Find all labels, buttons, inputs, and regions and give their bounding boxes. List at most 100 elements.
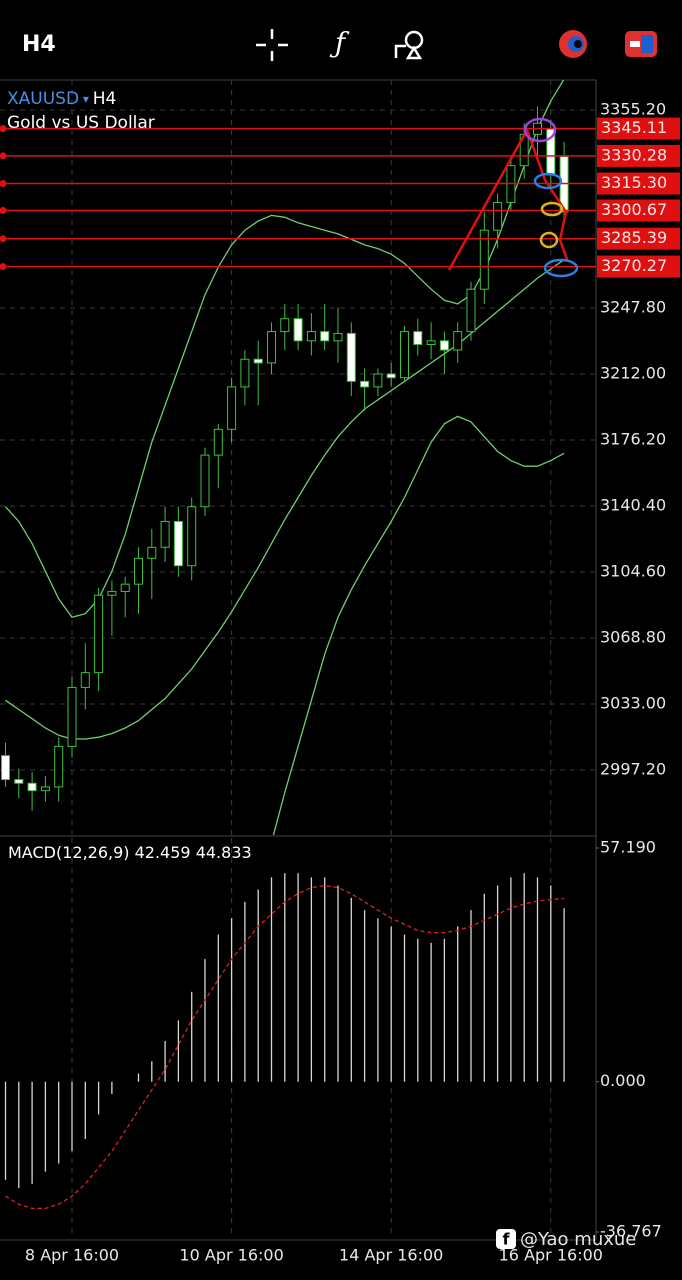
level-handle <box>0 263 7 271</box>
symbol-timeframe: H4 <box>93 89 117 109</box>
candle-body <box>200 454 210 508</box>
level-label: 3315.30 <box>601 173 667 192</box>
candle-body <box>240 358 250 388</box>
symbol-header[interactable]: XAUUSD ▾ H4 <box>7 89 116 109</box>
signal-line <box>5 884 565 1210</box>
main-plot <box>0 80 596 835</box>
account-icon[interactable] <box>559 30 587 58</box>
timeframe-button[interactable]: H4 <box>22 32 56 57</box>
candle-body <box>227 386 237 430</box>
annotations <box>447 117 579 278</box>
y-tick-label: 3247.80 <box>600 297 666 316</box>
candle-body <box>253 358 263 364</box>
candle-body <box>134 557 143 585</box>
y-tick-label: 3104.60 <box>600 561 666 580</box>
indicator-icon[interactable]: ƒ <box>329 27 350 60</box>
watermark-text: @Yao muxue <box>520 1229 636 1250</box>
candle-body <box>1 755 10 781</box>
candle-body <box>267 331 276 364</box>
level-handle <box>0 207 7 215</box>
watermark: f @Yao muxue <box>496 1229 636 1250</box>
candle-body <box>306 331 316 342</box>
candle-body <box>400 331 409 379</box>
level-tag <box>597 172 680 195</box>
macd-header: MACD(12,26,9) 42.459 44.833 <box>8 843 252 862</box>
level-tag <box>597 199 680 222</box>
macd-signal-readout: 44.833 <box>196 843 252 862</box>
candle-body <box>466 288 476 333</box>
level-tag <box>597 255 680 278</box>
toolbar: H4 ƒ <box>22 27 657 61</box>
candle-body <box>293 318 303 342</box>
candle-body <box>413 331 423 345</box>
candle-body <box>187 506 197 567</box>
level-handle <box>0 235 7 243</box>
dropdown-arrow[interactable]: ▾ <box>79 92 93 106</box>
macd-plot <box>4 838 565 1238</box>
y-tick-label: 57.190 <box>600 838 656 857</box>
level-label: 3330.28 <box>601 145 667 164</box>
candle-body <box>373 373 383 388</box>
candle-body <box>67 686 77 747</box>
candle-body <box>27 782 37 792</box>
candle-body <box>54 745 64 788</box>
candle-body <box>107 591 117 596</box>
candle-body <box>40 786 50 792</box>
candle-body <box>14 779 24 784</box>
crosshair-icon[interactable] <box>256 29 288 61</box>
candle-body <box>120 583 130 593</box>
macd-label: MACD(12,26,9) <box>8 843 130 862</box>
y-tick-label: 0.000 <box>600 1071 646 1090</box>
symbol-description: Gold vs US Dollar <box>7 113 155 133</box>
candle-body <box>346 332 356 382</box>
candle-body <box>173 520 183 567</box>
level-handle <box>0 180 7 188</box>
y-tick-label: -36.767 <box>600 1222 662 1241</box>
objects-icon[interactable] <box>394 30 424 60</box>
candle-body <box>333 332 343 342</box>
level-tag <box>597 144 680 167</box>
y-tick-label: 3033.00 <box>600 693 666 712</box>
macd-hist-readout: 42.459 <box>135 843 191 862</box>
candle-body <box>493 202 503 231</box>
y-tick-label: 3355.20 <box>600 99 666 118</box>
trade-icon[interactable] <box>625 31 657 57</box>
symbol[interactable]: XAUUSD <box>7 89 79 109</box>
x-tick-label: 10 Apr 16:00 <box>179 1246 283 1265</box>
y-tick-label: 3140.40 <box>600 495 666 514</box>
level-tag <box>597 117 680 140</box>
candle-body <box>426 340 436 345</box>
candle-body <box>80 672 90 688</box>
candle-body <box>439 340 449 351</box>
level-label: 3345.11 <box>601 118 667 137</box>
level-label: 3300.67 <box>601 200 667 219</box>
x-tick-label: 14 Apr 16:00 <box>339 1246 443 1265</box>
candle-body <box>213 428 223 456</box>
candle-body <box>453 331 463 351</box>
y-tick-label: 3068.80 <box>600 627 666 646</box>
level-label: 3285.39 <box>601 228 667 247</box>
level-label: 3270.27 <box>601 256 667 275</box>
level-tag <box>597 227 680 250</box>
level-handle <box>0 152 7 160</box>
candle-body <box>479 229 489 290</box>
candle-body <box>386 373 396 379</box>
x-tick-label: 16 Apr 16:00 <box>499 1246 603 1265</box>
candle-body <box>280 318 290 333</box>
candle-body <box>360 380 370 388</box>
y-tick-label: 3212.00 <box>600 363 666 382</box>
candle-body <box>147 546 157 559</box>
level-handle <box>0 125 7 133</box>
y-tick-label: 3176.20 <box>600 429 666 448</box>
candle-body <box>160 520 170 548</box>
band-line <box>272 415 565 835</box>
axes: 2997.20 3033.00 3068.80 3104.60 3140.40 3176.… <box>0 99 680 1265</box>
svg-text:f: f <box>503 1230 511 1249</box>
candle-body <box>94 594 104 674</box>
y-tick-label: 2997.20 <box>600 759 666 778</box>
candle-body <box>320 331 330 342</box>
x-tick-label: 8 Apr 16:00 <box>25 1246 119 1265</box>
